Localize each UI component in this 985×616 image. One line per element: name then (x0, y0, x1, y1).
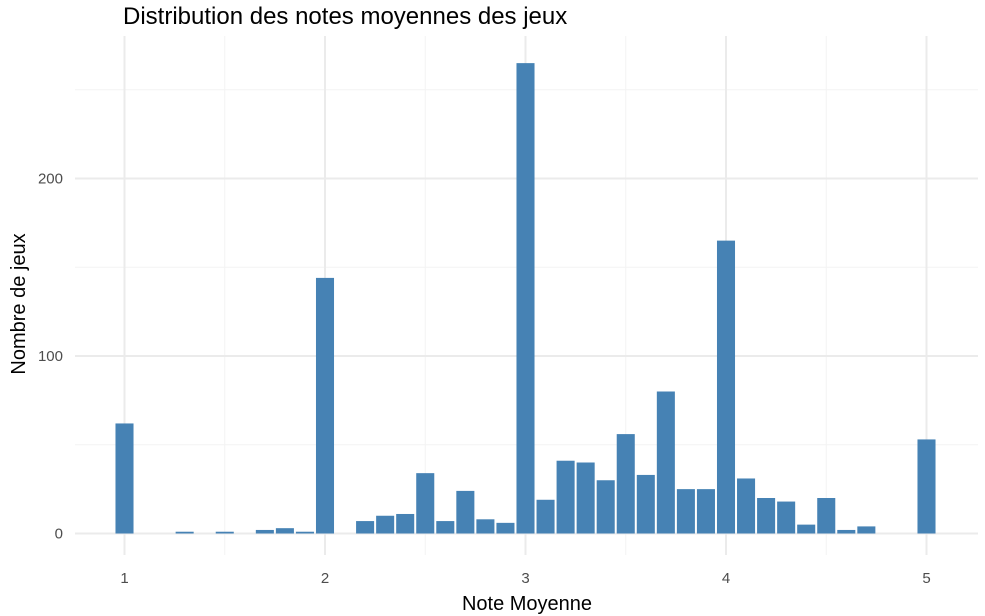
bar (496, 522, 515, 534)
bar (356, 521, 375, 534)
bar (777, 501, 796, 534)
bar (596, 480, 615, 534)
bar (837, 529, 856, 534)
bar (917, 439, 936, 534)
bar (576, 462, 595, 534)
bar (275, 528, 294, 534)
bar (696, 489, 715, 534)
bar (476, 519, 495, 534)
bar (436, 521, 455, 534)
x-tick-label: 5 (922, 570, 930, 587)
y-tick-label: 0 (55, 526, 63, 543)
bar (255, 529, 274, 534)
bar (857, 526, 876, 534)
bar (376, 515, 395, 534)
x-tick-label: 1 (120, 570, 128, 587)
bar (115, 423, 134, 534)
bar (676, 489, 695, 534)
y-tick-label: 100 (38, 348, 63, 365)
bar (656, 391, 675, 534)
bar (295, 531, 314, 534)
x-tick-label: 2 (321, 570, 329, 587)
bar (536, 499, 555, 534)
bar (215, 531, 234, 534)
bar (716, 240, 736, 534)
bar (636, 474, 655, 534)
x-tick-labels: 1 2 3 4 5 (120, 570, 930, 587)
bars-group (115, 63, 936, 534)
x-axis-title: Note Moyenne (462, 593, 592, 615)
x-tick-label: 3 (521, 570, 529, 587)
chart-title: Distribution des notes moyennes des jeux (123, 3, 567, 30)
bar (797, 524, 816, 534)
bar (516, 63, 535, 534)
bar (456, 490, 475, 534)
y-axis-title: Nombre de jeux (8, 233, 30, 374)
bar (315, 277, 335, 534)
bar (556, 460, 575, 534)
x-tick-label: 4 (722, 570, 730, 587)
y-tick-label: 200 (38, 171, 63, 188)
bar (817, 498, 836, 534)
bar (737, 478, 756, 534)
bar (416, 473, 435, 534)
bar (757, 498, 776, 534)
y-tick-labels: 0 100 200 (38, 171, 63, 543)
bar (175, 531, 194, 534)
bar (616, 434, 635, 534)
bar (396, 513, 415, 534)
